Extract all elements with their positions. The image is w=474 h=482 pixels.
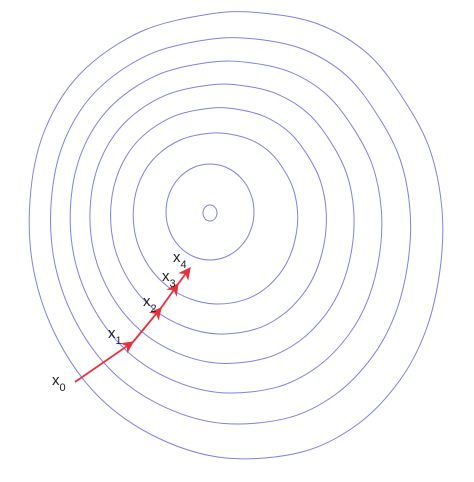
step-arrow-1-2 [132,307,162,343]
step-arrow-0-1 [74,341,135,383]
point-label-x0: x0 [52,372,66,394]
contour-line-minimum [202,204,218,222]
point-label-x2: x2 [143,293,157,315]
point-label-x4: x4 [173,249,187,271]
contour-lines [28,11,444,460]
step-arrow-2-3 [160,282,179,309]
contour-line [69,60,383,394]
contour-line [89,83,355,364]
contour-line [28,11,444,460]
step-arrow-3-4 [177,266,191,285]
point-labels: x0 x1 x2 x3 x4 [52,249,187,394]
descent-path [74,266,191,383]
contour-line [132,132,299,305]
contour-line [50,37,412,425]
point-label-x3: x3 [162,268,176,290]
contour-line [165,163,255,261]
contour-line [110,107,327,335]
point-label-x1: x1 [108,325,122,347]
